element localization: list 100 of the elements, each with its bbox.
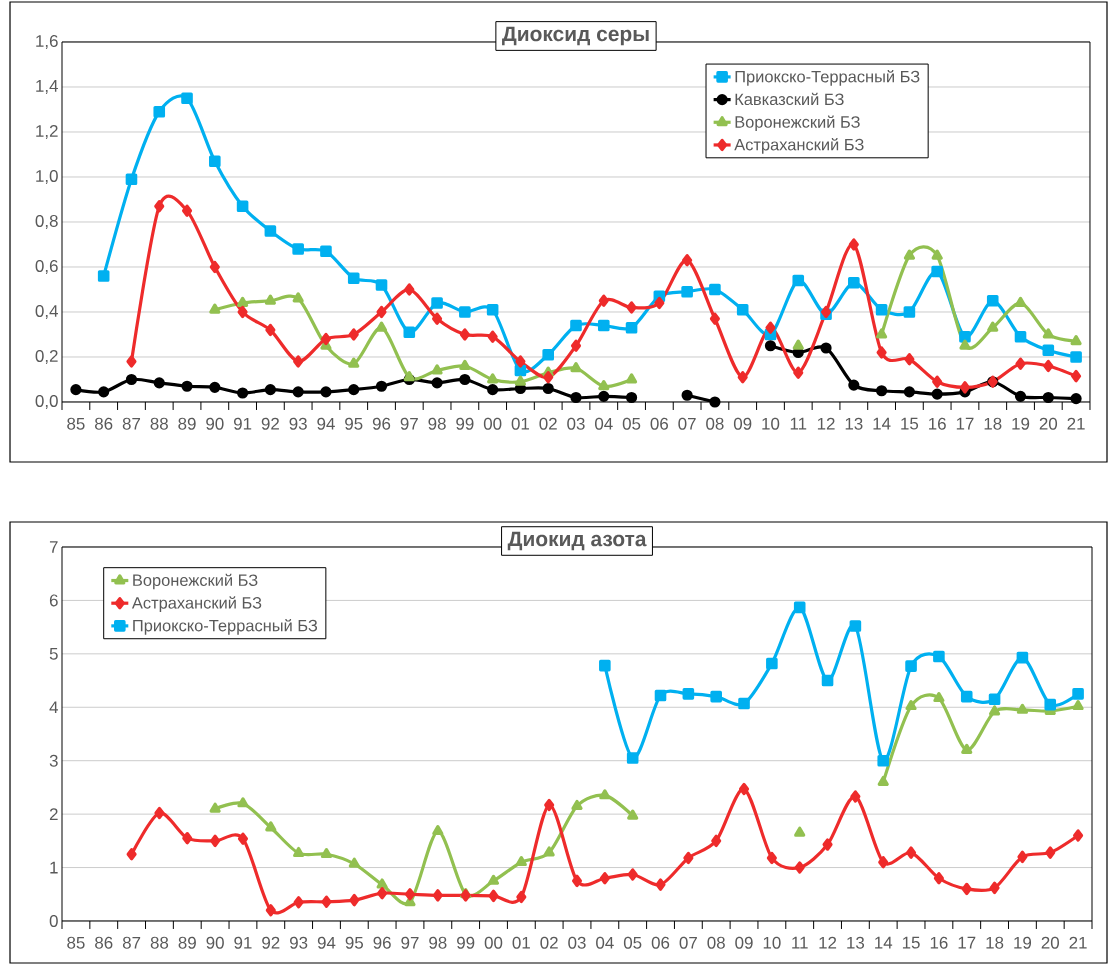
- x-tick-label: 21: [1069, 936, 1087, 949]
- y-tick-label: 0,4: [35, 304, 58, 319]
- x-tick-label: 12: [817, 417, 835, 430]
- x-tick-label: 85: [67, 417, 85, 430]
- x-tick-label: 86: [95, 417, 113, 430]
- x-tick-label: 89: [178, 417, 196, 430]
- chart-title: Диоксид серы: [502, 26, 649, 46]
- x-tick-label: 03: [567, 417, 585, 430]
- y-tick-label: 7: [49, 541, 58, 553]
- y-tick-label: 4: [49, 701, 58, 714]
- x-tick-label: 00: [483, 417, 502, 430]
- x-tick-label: 98: [428, 417, 446, 430]
- y-tick-label: 1,6: [36, 34, 58, 49]
- x-tick-label: 99: [456, 417, 474, 430]
- x-tick-label: 16: [930, 936, 948, 949]
- x-tick-label: 08: [707, 936, 725, 949]
- x-tick-label: 18: [986, 936, 1004, 949]
- x-tick-label: 93: [289, 417, 307, 430]
- x-tick-label: 95: [345, 417, 363, 430]
- x-tick-label: 17: [958, 936, 976, 949]
- legend-label: Воронежский БЗ: [133, 573, 258, 590]
- legend-label: Астраханский БЗ: [734, 138, 864, 154]
- x-tick-label: 14: [875, 936, 893, 949]
- x-tick-label: 08: [706, 417, 724, 430]
- x-tick-label: 07: [679, 936, 697, 949]
- x-tick-label: 92: [262, 936, 280, 949]
- y-tick-label: 1,2: [36, 124, 58, 139]
- x-tick-label: 85: [67, 936, 85, 949]
- x-tick-label: 90: [206, 936, 224, 949]
- x-tick-label: 91: [234, 936, 252, 949]
- x-tick-label: 19: [1014, 936, 1032, 949]
- x-tick-label: 10: [762, 417, 780, 430]
- x-tick-label: 01: [512, 936, 530, 949]
- x-tick-label: 98: [429, 936, 447, 949]
- legend-label: Кавказский БЗ: [735, 92, 844, 106]
- x-tick-label: 86: [95, 936, 113, 949]
- legend-label: Астраханский БЗ: [131, 596, 262, 612]
- x-tick-label: 90: [206, 417, 224, 430]
- y-tick-label: 0: [49, 914, 58, 927]
- x-tick-label: 15: [901, 417, 919, 430]
- x-tick-label: 94: [317, 417, 335, 430]
- y-tick-label: 0,0: [35, 394, 58, 409]
- x-tick-label: 16: [929, 417, 946, 430]
- x-tick-label: 95: [345, 936, 363, 949]
- y-tick-label: 3: [49, 754, 58, 767]
- x-tick-label: 02: [539, 417, 557, 430]
- x-tick-label: 03: [568, 936, 586, 949]
- x-tick-label: 05: [623, 936, 642, 949]
- x-tick-label: 20: [1041, 936, 1060, 949]
- x-tick-label: 20: [1039, 417, 1058, 430]
- x-tick-label: 87: [122, 417, 141, 430]
- y-tick-label: 0,6: [35, 259, 58, 274]
- x-tick-label: 15: [902, 936, 920, 949]
- x-tick-label: 92: [261, 417, 279, 430]
- x-tick-label: 96: [373, 936, 391, 949]
- x-tick-label: 88: [150, 936, 169, 949]
- x-tick-label: 12: [819, 936, 837, 949]
- y-tick-label: 6: [49, 594, 58, 607]
- x-tick-label: 89: [178, 936, 196, 949]
- y-tick-label: 1: [50, 861, 58, 874]
- x-tick-label: 11: [792, 936, 808, 949]
- x-tick-label: 04: [596, 936, 614, 949]
- x-tick-label: 87: [122, 936, 141, 949]
- x-tick-label: 02: [540, 936, 558, 949]
- y-tick-label: 1,0: [36, 169, 58, 184]
- x-tick-label: 97: [400, 417, 418, 430]
- x-tick-label: 94: [317, 936, 336, 949]
- chart-title: Диокид азота: [507, 531, 647, 551]
- x-tick-label: 93: [290, 936, 308, 949]
- x-tick-label: 19: [1012, 417, 1030, 430]
- x-tick-label: 97: [401, 936, 419, 949]
- x-tick-label: 10: [763, 936, 781, 949]
- x-tick-label: 13: [845, 417, 863, 430]
- x-tick-label: 06: [650, 417, 669, 430]
- legend-label: Воронежский БЗ: [735, 115, 860, 132]
- x-tick-label: 11: [790, 417, 807, 430]
- x-tick-label: 91: [233, 417, 252, 430]
- x-tick-label: 14: [873, 417, 891, 430]
- y-tick-label: 5: [49, 647, 58, 660]
- x-tick-label: 09: [733, 417, 752, 430]
- x-tick-label: 05: [622, 417, 641, 430]
- x-tick-label: 01: [511, 417, 530, 430]
- y-tick-label: 0,2: [35, 349, 58, 364]
- x-tick-label: 99: [457, 936, 475, 949]
- x-tick-label: 04: [595, 417, 613, 430]
- legend-label: Приокско-Террасный БЗ: [735, 70, 920, 86]
- x-tick-label: 18: [984, 417, 1002, 430]
- x-tick-label: 06: [651, 936, 670, 949]
- y-tick-label: 0,8: [35, 214, 58, 229]
- legend-label: Приокско-Террасный БЗ: [133, 619, 318, 635]
- y-tick-label: 1,4: [36, 80, 58, 94]
- x-tick-label: 00: [484, 936, 503, 949]
- x-tick-label: 21: [1067, 417, 1085, 430]
- y-tick-label: 2: [49, 808, 58, 821]
- x-tick-label: 17: [956, 417, 974, 430]
- x-tick-label: 96: [372, 417, 391, 430]
- x-tick-label: 13: [847, 936, 865, 949]
- x-tick-label: 88: [150, 417, 168, 430]
- x-tick-label: 09: [735, 936, 753, 949]
- x-tick-label: 07: [678, 417, 696, 430]
